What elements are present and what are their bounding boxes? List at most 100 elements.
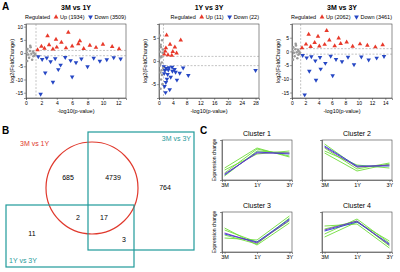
threshold-line xyxy=(26,55,126,56)
x-axis-tick: 24 xyxy=(239,98,245,106)
legend: RegulatedUp (11)Down (22) xyxy=(171,14,260,20)
point xyxy=(161,74,164,77)
legend-title: Regulated xyxy=(291,14,316,20)
y-axis-tick-mark xyxy=(290,93,292,94)
x-axis-tick: 3M xyxy=(221,180,229,188)
y-axis-tick-label: 0 xyxy=(153,58,156,64)
venn-set xyxy=(6,205,134,267)
point xyxy=(29,44,32,47)
point xyxy=(70,44,75,48)
venn: 3M vs 1Y3M vs 3Y1Y vs 3Y6854739764217113 xyxy=(6,132,194,267)
y-axis-line xyxy=(290,25,293,99)
point xyxy=(330,74,335,78)
point xyxy=(302,93,307,97)
legend-label: Down (3509) xyxy=(95,14,127,20)
x-axis-tick-label: 6 xyxy=(71,100,74,106)
x-axis-tick: 3M xyxy=(221,252,229,260)
figure: A024681012-15-10-505103M vs 1Y-log10(p-v… xyxy=(0,0,400,272)
series-line xyxy=(225,152,290,175)
y-axis-tick-label: 5 xyxy=(153,35,156,41)
point xyxy=(166,68,171,72)
x-axis-tick-label: 12 xyxy=(370,100,376,106)
x-axis-tick-label: 10 xyxy=(101,100,107,106)
y-axis: -15-10-50510 xyxy=(16,24,27,99)
point xyxy=(160,69,163,72)
point xyxy=(382,55,387,59)
point xyxy=(162,67,165,70)
plot-frame xyxy=(159,24,259,98)
point xyxy=(159,63,161,66)
y-axis-tick-mark xyxy=(290,65,292,66)
threshold-line xyxy=(36,24,37,98)
point xyxy=(45,33,50,37)
x-axis: 3M1Y3Y xyxy=(321,252,393,260)
point xyxy=(296,57,299,60)
point xyxy=(63,56,68,60)
y-axis xyxy=(320,213,323,253)
x-axis-tick-label: 1Y xyxy=(254,182,261,188)
y-axis-tick-mark xyxy=(24,53,26,54)
x-axis-tick-label: 2 xyxy=(40,100,43,106)
venn-set xyxy=(88,132,194,250)
x-axis-tick-label: 24 xyxy=(239,100,245,106)
y-axis-line xyxy=(220,213,223,253)
x-axis-tick-label: 8 xyxy=(186,100,189,106)
y-axis-tick-mark xyxy=(290,38,292,39)
point xyxy=(159,44,162,47)
point xyxy=(160,46,163,49)
series-line xyxy=(325,219,390,243)
chart-title: 3M vs 3Y xyxy=(327,4,357,11)
y-axis-tick: -10 xyxy=(282,76,292,82)
point xyxy=(350,44,355,48)
plot-area xyxy=(26,24,126,98)
point xyxy=(58,64,63,68)
legend-marker xyxy=(227,16,232,20)
y-axis-tick-label: 0 xyxy=(286,49,289,55)
point xyxy=(294,42,297,45)
chart-title: Cluster 1 xyxy=(243,130,271,137)
point xyxy=(174,51,179,55)
y-axis-tick-label: -15 xyxy=(16,90,23,96)
y-axis-tick-label: -15 xyxy=(282,90,289,96)
x-axis-tick-label: 6 xyxy=(331,100,334,106)
x-axis-tick: 16 xyxy=(212,98,218,106)
x-axis-tick: 12 xyxy=(116,98,122,106)
chart-title: 1Y vs 3Y xyxy=(195,4,224,11)
y-axis-tick: 0 xyxy=(20,50,26,56)
point xyxy=(35,47,40,51)
point xyxy=(359,56,364,60)
point xyxy=(81,46,86,50)
legend-marker xyxy=(354,16,359,20)
threshold-line xyxy=(300,24,301,98)
point xyxy=(307,70,312,74)
series-line xyxy=(225,153,290,174)
panel-label: B xyxy=(2,125,9,136)
y-axis: -505 xyxy=(152,25,160,99)
y-axis-tick: 5 xyxy=(153,35,159,41)
plot-area xyxy=(225,148,290,176)
x-axis-tick: 4 xyxy=(318,98,321,106)
point xyxy=(352,63,357,67)
y-axis-tick-mark xyxy=(157,38,159,39)
point xyxy=(162,85,167,89)
point xyxy=(175,79,180,83)
series xyxy=(26,44,36,62)
x-axis-tick-label: 4 xyxy=(318,100,321,106)
x-axis-tick-label: 4 xyxy=(56,100,59,106)
series-line xyxy=(325,221,390,245)
point xyxy=(346,56,351,60)
point xyxy=(31,58,34,61)
point xyxy=(177,72,182,76)
point xyxy=(336,36,341,40)
x-axis: 02468101214 xyxy=(291,98,392,106)
point xyxy=(380,42,385,46)
x-axis-tick: 28 xyxy=(253,98,259,106)
x-axis-tick-label: 12 xyxy=(116,100,122,106)
y-axis-tick-mark xyxy=(290,51,292,52)
x-axis-tick-label: 3M xyxy=(321,254,329,260)
point xyxy=(59,40,64,44)
y-axis-tick-mark xyxy=(24,66,26,67)
point xyxy=(91,57,96,61)
y-axis-tick-label: -10 xyxy=(16,77,23,83)
point xyxy=(374,57,379,61)
